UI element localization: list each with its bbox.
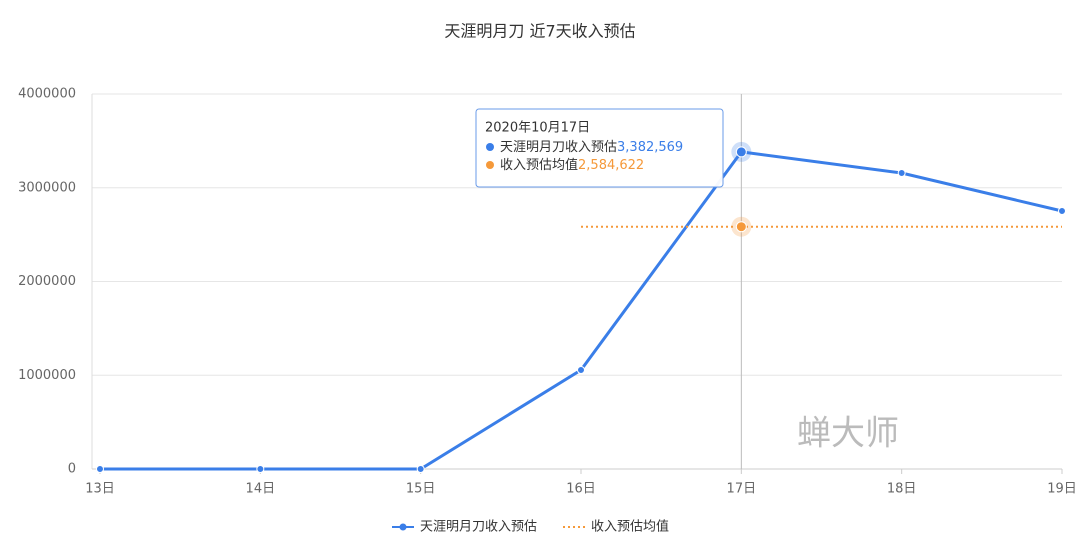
tooltip-name: 天涯明月刀收入预估 (500, 140, 617, 155)
y-tick-label: 0 (68, 462, 76, 477)
point (735, 146, 747, 158)
x-tick-label: 19日 (1047, 482, 1077, 497)
y-tick-label: 3000000 (18, 180, 76, 195)
tooltip-dot (486, 161, 494, 169)
tooltip-value: 3,382,569 (617, 140, 683, 155)
x-tick-label: 18日 (887, 482, 917, 497)
point (256, 465, 265, 473)
point (96, 465, 104, 473)
series-line (100, 150, 1063, 471)
x-tick-label: 13日 (85, 482, 115, 497)
legend-label: 天涯明月刀收入预估 (420, 520, 537, 535)
point (897, 169, 906, 178)
legend-dot (399, 523, 407, 531)
legend: 天涯明月刀收入预估 收入预估均值 (392, 519, 669, 535)
watermark: 蝉大师 (797, 414, 899, 454)
chart-title: 天涯明月刀 近7天收入预估 (444, 22, 635, 41)
point (735, 221, 747, 233)
x-tick-label: 14日 (246, 482, 276, 497)
tooltip-value: 2,584,622 (578, 158, 644, 173)
legend-label: 收入预估均值 (591, 519, 669, 535)
point (416, 465, 425, 473)
point (1058, 207, 1066, 215)
y-tick-label: 2000000 (18, 274, 76, 289)
y-tick-label: 4000000 (18, 87, 76, 102)
tooltip-box (475, 108, 724, 188)
tooltip-dot (486, 143, 494, 151)
x-tick-label: 15日 (406, 482, 436, 497)
tooltip-row: 天涯明月刀收入预估3,382,569 (500, 140, 683, 155)
x-tick-label: 17日 (727, 482, 757, 497)
tooltip: 2020年10月17日天涯明月刀收入预估3,382,569 收入预估均值2,584… (475, 108, 724, 188)
tooltip-name: 收入预估均值 (500, 157, 578, 173)
y-tick-label: 1000000 (18, 368, 76, 383)
x-tick-label: 16日 (566, 482, 596, 497)
tooltip-title: 2020年10月17日 (485, 121, 590, 136)
point (577, 366, 585, 374)
